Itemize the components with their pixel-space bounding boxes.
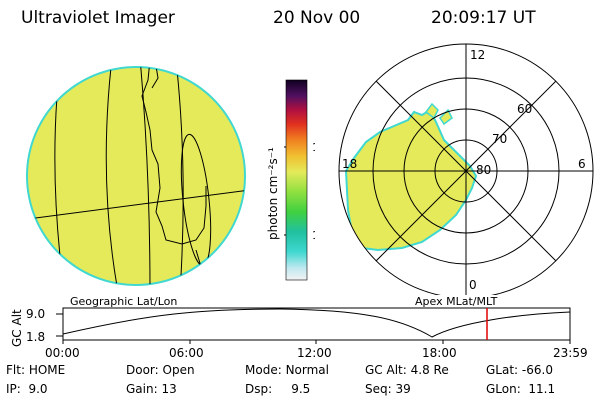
- mlt-label-12: 12: [470, 48, 485, 62]
- info-dsp: Dsp: 9.5: [245, 382, 311, 396]
- info-mode: Mode: Normal: [245, 363, 329, 377]
- info-seq: Seq: 39: [365, 382, 411, 396]
- colorbar-tick-100: 100: [312, 141, 315, 154]
- info-flight: Flt: HOME: [6, 363, 66, 377]
- altitude-tick-1-8: 1.8: [26, 330, 45, 344]
- auroral-blob: [424, 102, 439, 120]
- color-scale: [285, 79, 308, 281]
- altitude-tick-9: 9.0: [26, 307, 45, 321]
- coastline: [151, 67, 159, 89]
- coastline: [141, 67, 207, 245]
- longitude-line: [139, 67, 151, 285]
- time-label: 20:09:17 UT: [431, 8, 536, 28]
- altitude-axis-label: GC Alt: [10, 309, 24, 347]
- date-label: 20 Nov 00: [273, 8, 361, 28]
- lat-label-70: 70: [492, 132, 507, 146]
- timeline-frame: [62, 307, 571, 341]
- altitude-timeline: GC Alt 9.0 1.8: [10, 307, 571, 347]
- time-tick-1200: 12:00: [297, 346, 332, 360]
- mlt-label-18: 18: [342, 157, 357, 171]
- longitude-line: [175, 67, 184, 285]
- lat-label-60: 60: [517, 102, 532, 116]
- geographic-panel-title: Geographic Lat/Lon: [70, 295, 178, 308]
- mlt-label-6: 6: [578, 157, 586, 171]
- info-gc-alt: GC Alt: 4.8 Re: [365, 363, 449, 377]
- info-ip: IP: 9.0: [6, 382, 48, 396]
- info-glat: GLat: -66.0: [486, 363, 553, 377]
- colorbar-unit-label: photon cm⁻²s⁻¹: [266, 147, 280, 240]
- info-gain: Gain: 13: [126, 382, 177, 396]
- latitude-line: [27, 189, 245, 221]
- altitude-curve: [62, 308, 571, 338]
- time-tick-0000: 00:00: [45, 346, 80, 360]
- lat-label-80: 80: [476, 163, 491, 177]
- mlt-label-0: 0: [469, 278, 477, 292]
- apex-panel-title: Apex MLat/MLT: [415, 295, 498, 308]
- mlt-line-diag: [375, 80, 557, 262]
- longitude-line: [105, 67, 119, 285]
- time-tick-0600: 06:00: [169, 346, 204, 360]
- color-bar: 100 10 photon cm⁻²s⁻¹: [266, 79, 315, 281]
- aurora-emission-disk: [28, 68, 244, 284]
- time-tick-1800: 18:00: [422, 346, 457, 360]
- instrument-title: Ultraviolet Imager: [21, 8, 175, 28]
- geographic-image: [26, 66, 246, 286]
- colorbar-tick-10: 10: [312, 229, 315, 242]
- time-tick-2359: 23:59: [553, 346, 588, 360]
- info-glon: GLon: 11.1: [486, 382, 556, 396]
- info-door: Door: Open: [126, 363, 195, 377]
- polar-mlt-plot: 80 70 60 12 6 18 0: [338, 43, 594, 295]
